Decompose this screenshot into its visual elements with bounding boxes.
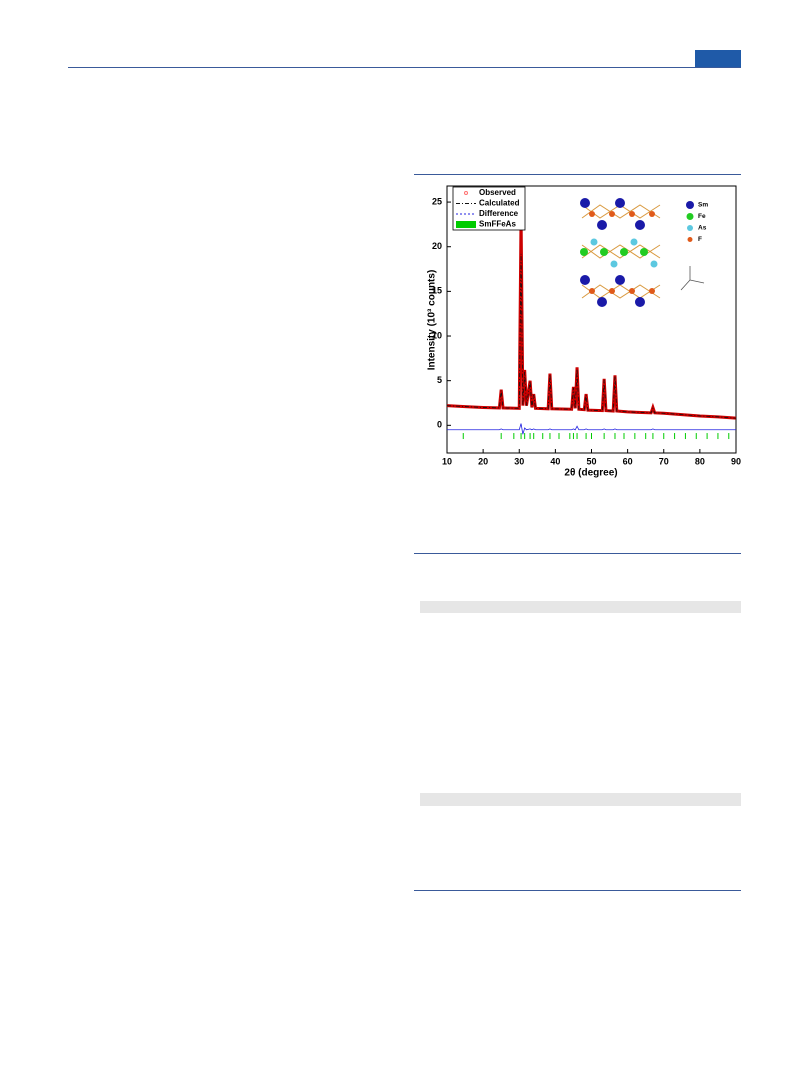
table-header: [420, 601, 741, 613]
x-tick-label: 90: [731, 456, 741, 466]
x-tick-label: 20: [478, 456, 488, 466]
atom-legend-label: F: [698, 236, 702, 243]
series-line: [446, 253, 737, 419]
x-axis-label: 2θ (degree): [564, 468, 617, 479]
y-tick-label: 0: [437, 420, 442, 430]
atom-legend-label: As: [698, 225, 707, 232]
y-tick-label: 20: [432, 241, 442, 251]
legend-label: Difference: [479, 209, 519, 218]
x-tick-label: 30: [514, 456, 524, 466]
x-tick-label: 40: [550, 456, 560, 466]
x-tick-label: 80: [695, 456, 705, 466]
x-tick-label: 50: [586, 456, 596, 466]
table-rule: [414, 553, 741, 554]
y-tick-label: 25: [432, 196, 442, 206]
x-tick-label: 70: [659, 456, 669, 466]
header-rule: [68, 67, 741, 68]
legend-label: SmFFeAs: [479, 220, 516, 229]
legend-swatch: [464, 191, 468, 195]
crystal-structure: [580, 198, 705, 307]
header-tab: [695, 50, 741, 67]
atom-legend-swatch: [687, 237, 693, 242]
figure-rule: [414, 174, 741, 175]
series-line: [446, 215, 737, 420]
legend-label: Observed: [479, 188, 516, 197]
table-rule: [414, 890, 741, 891]
table-header: [420, 793, 741, 806]
series-line: [447, 423, 736, 435]
legend-label: Calculated: [479, 199, 520, 208]
y-tick-label: 15: [432, 286, 442, 296]
atom-legend-label: Fe: [698, 213, 706, 220]
atom-legend-label: Sm: [698, 202, 708, 209]
atom-legend-swatch: [687, 225, 693, 231]
x-tick-label: 10: [442, 456, 452, 466]
y-tick-label: 5: [437, 375, 442, 385]
legend-swatch: [456, 221, 476, 228]
atom-legend-swatch: [686, 213, 694, 220]
atom-legend-swatch: [686, 201, 694, 209]
y-tick-label: 10: [432, 330, 442, 340]
y-axis-label: Intensity (10³ counts): [427, 270, 438, 371]
x-tick-label: 60: [623, 456, 633, 466]
